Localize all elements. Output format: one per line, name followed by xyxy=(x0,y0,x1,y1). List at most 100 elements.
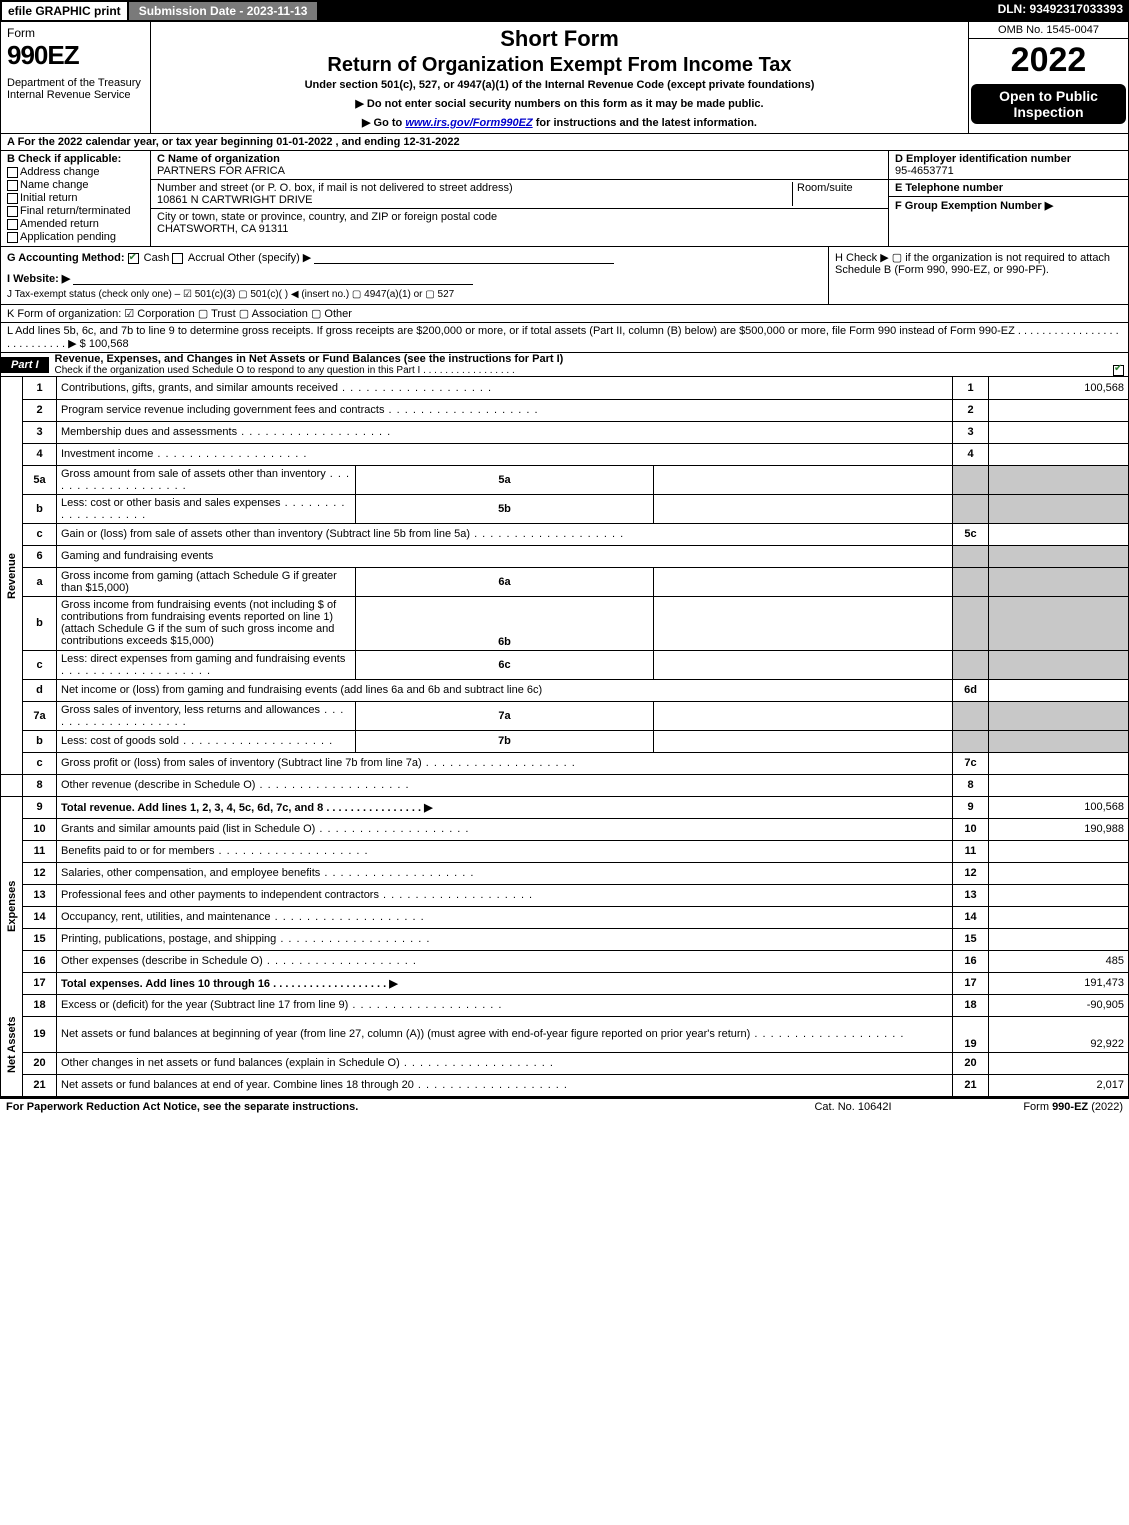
table-row: 20Other changes in net assets or fund ba… xyxy=(1,1052,1129,1074)
table-row: 21Net assets or fund balances at end of … xyxy=(1,1074,1129,1096)
column-c: C Name of organization PARTNERS FOR AFRI… xyxy=(151,151,888,246)
table-row: cGain or (loss) from sale of assets othe… xyxy=(1,523,1129,545)
row-l: L Add lines 5b, 6c, and 7b to line 9 to … xyxy=(0,323,1129,353)
instr2-prefix: ▶ Go to xyxy=(362,117,405,129)
chk-name-change[interactable]: Name change xyxy=(7,179,144,191)
table-row: Revenue 1 Contributions, gifts, grants, … xyxy=(1,377,1129,399)
table-row: 4Investment income4 xyxy=(1,443,1129,465)
header-center: Short Form Return of Organization Exempt… xyxy=(151,22,968,133)
tax-year: 2022 xyxy=(969,39,1128,82)
f-label: F Group Exemption Number ▶ xyxy=(895,199,1122,212)
table-row: 12Salaries, other compensation, and empl… xyxy=(1,862,1129,884)
sidelabel-revenue: Revenue xyxy=(1,377,23,774)
form-number: 990EZ xyxy=(7,40,144,71)
sidelabel-netassets: Net Assets xyxy=(1,994,23,1096)
part1-title: Revenue, Expenses, and Changes in Net As… xyxy=(55,353,1128,365)
table-row: 9Total revenue. Add lines 1, 2, 3, 4, 5c… xyxy=(1,796,1129,818)
header-right: OMB No. 1545-0047 2022 Open to Public In… xyxy=(968,22,1128,133)
submission-date: Submission Date - 2023-11-13 xyxy=(127,0,320,22)
city-state-zip: CHATSWORTH, CA 91311 xyxy=(157,223,882,235)
open-to-public: Open to Public Inspection xyxy=(971,84,1126,124)
part1-header: Part I Revenue, Expenses, and Changes in… xyxy=(0,353,1129,377)
d-label: D Employer identification number xyxy=(895,153,1122,165)
chk-accrual[interactable] xyxy=(172,253,183,264)
chk-final-return[interactable]: Final return/terminated xyxy=(7,205,144,217)
main-title: Return of Organization Exempt From Incom… xyxy=(157,54,962,77)
table-row: 11Benefits paid to or for members11 xyxy=(1,840,1129,862)
chk-initial-return[interactable]: Initial return xyxy=(7,192,144,204)
subtitle: Under section 501(c), 527, or 4947(a)(1)… xyxy=(157,79,962,91)
org-name: PARTNERS FOR AFRICA xyxy=(157,165,882,177)
form-word: Form xyxy=(7,26,144,40)
table-row: 17Total expenses. Add lines 10 through 1… xyxy=(1,972,1129,994)
cat-number: Cat. No. 10642I xyxy=(763,1101,943,1113)
row-a-tax-year: A For the 2022 calendar year, or tax yea… xyxy=(0,134,1129,151)
part1-sub: Check if the organization used Schedule … xyxy=(55,365,1128,376)
table-row: bGross income from fundraising events (n… xyxy=(1,596,1129,650)
table-row: Expenses 10Grants and similar amounts pa… xyxy=(1,818,1129,840)
instr2-suffix: for instructions and the latest informat… xyxy=(533,117,757,129)
table-row: aGross income from gaming (attach Schedu… xyxy=(1,567,1129,596)
part1-schedule-o-check[interactable] xyxy=(1113,365,1124,376)
row-g: G Accounting Method: Cash Accrual Other … xyxy=(1,247,828,304)
instruction-1: ▶ Do not enter social security numbers o… xyxy=(157,97,962,110)
street-address: 10861 N CARTWRIGHT DRIVE xyxy=(157,194,792,206)
table-row: 8Other revenue (describe in Schedule O)8 xyxy=(1,774,1129,796)
e-label: E Telephone number xyxy=(895,182,1122,194)
sidelabel-expenses: Expenses xyxy=(1,818,23,994)
website-input[interactable] xyxy=(73,273,473,285)
chk-application-pending[interactable]: Application pending xyxy=(7,231,144,243)
i-label: I Website: ▶ xyxy=(7,273,70,285)
row-h: H Check ▶ ▢ if the organization is not r… xyxy=(828,247,1128,304)
efile-graphic-print[interactable]: efile GRAPHIC print xyxy=(0,0,127,22)
dln: DLN: 93492317033393 xyxy=(992,0,1129,22)
table-row: 6Gaming and fundraising events xyxy=(1,545,1129,567)
row-gh: G Accounting Method: Cash Accrual Other … xyxy=(0,247,1129,305)
b-header: B Check if applicable: xyxy=(7,153,144,165)
table-row: cLess: direct expenses from gaming and f… xyxy=(1,650,1129,679)
column-def: D Employer identification number 95-4653… xyxy=(888,151,1128,246)
department: Department of the Treasury Internal Reve… xyxy=(7,77,144,101)
header-left: Form 990EZ Department of the Treasury In… xyxy=(1,22,151,133)
table-row: 2Program service revenue including gover… xyxy=(1,399,1129,421)
table-row: bLess: cost of goods sold7b xyxy=(1,730,1129,752)
table-row: 15Printing, publications, postage, and s… xyxy=(1,928,1129,950)
c-label: C Name of organization xyxy=(157,153,882,165)
city-label: City or town, state or province, country… xyxy=(157,211,882,223)
row-j: J Tax-exempt status (check only one) – ☑… xyxy=(7,289,822,300)
table-row: dNet income or (loss) from gaming and fu… xyxy=(1,679,1129,701)
g-other-input[interactable] xyxy=(314,252,614,264)
table-row: 19Net assets or fund balances at beginni… xyxy=(1,1016,1129,1052)
table-row: 5aGross amount from sale of assets other… xyxy=(1,465,1129,494)
form-ref: Form 990-EZ (2022) xyxy=(943,1101,1123,1113)
instruction-2: ▶ Go to www.irs.gov/Form990EZ for instru… xyxy=(157,116,962,129)
chk-amended-return[interactable]: Amended return xyxy=(7,218,144,230)
irs-link[interactable]: www.irs.gov/Form990EZ xyxy=(405,117,532,129)
chk-address-change[interactable]: Address change xyxy=(7,166,144,178)
table-row: 13Professional fees and other payments t… xyxy=(1,884,1129,906)
chk-cash[interactable] xyxy=(128,253,139,264)
table-row: 7aGross sales of inventory, less returns… xyxy=(1,701,1129,730)
part1-table: Revenue 1 Contributions, gifts, grants, … xyxy=(0,377,1129,1097)
topbar: efile GRAPHIC print Submission Date - 20… xyxy=(0,0,1129,22)
g-label: G Accounting Method: xyxy=(7,252,125,264)
table-row: cGross profit or (loss) from sales of in… xyxy=(1,752,1129,774)
form-header: Form 990EZ Department of the Treasury In… xyxy=(0,22,1129,134)
l-text: L Add lines 5b, 6c, and 7b to line 9 to … xyxy=(7,325,1119,350)
paperwork-notice: For Paperwork Reduction Act Notice, see … xyxy=(6,1101,763,1113)
short-form-title: Short Form xyxy=(157,26,962,52)
row-k: K Form of organization: ☑ Corporation ▢ … xyxy=(0,305,1129,323)
table-row: bLess: cost or other basis and sales exp… xyxy=(1,494,1129,523)
page-footer: For Paperwork Reduction Act Notice, see … xyxy=(0,1097,1129,1115)
l-amount: 100,568 xyxy=(89,338,129,350)
column-b: B Check if applicable: Address change Na… xyxy=(1,151,151,246)
table-row: Net Assets 18Excess or (deficit) for the… xyxy=(1,994,1129,1016)
ein: 95-4653771 xyxy=(895,165,1122,177)
part1-tab: Part I xyxy=(1,357,49,373)
table-row: 3Membership dues and assessments3 xyxy=(1,421,1129,443)
table-row: 16Other expenses (describe in Schedule O… xyxy=(1,950,1129,972)
omb-number: OMB No. 1545-0047 xyxy=(969,22,1128,39)
table-row: 14Occupancy, rent, utilities, and mainte… xyxy=(1,906,1129,928)
room-suite-label: Room/suite xyxy=(792,182,882,206)
block-bcdef: B Check if applicable: Address change Na… xyxy=(0,151,1129,247)
